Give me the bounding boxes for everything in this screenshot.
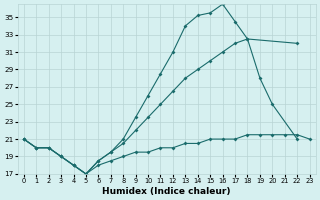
X-axis label: Humidex (Indice chaleur): Humidex (Indice chaleur) <box>102 187 231 196</box>
